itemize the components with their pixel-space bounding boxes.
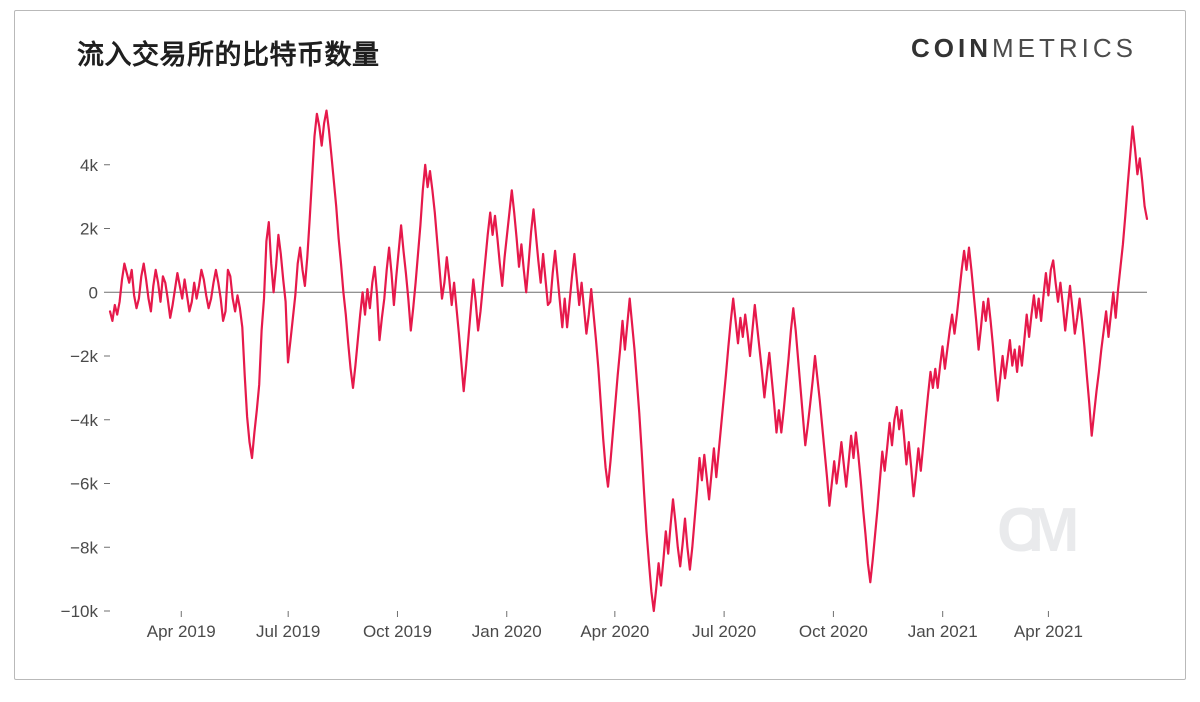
x-tick-label: Apr 2020 bbox=[580, 622, 649, 641]
x-tick-label: Jul 2019 bbox=[256, 622, 320, 641]
brand-bold: COIN bbox=[911, 33, 992, 63]
x-tick-label: Jan 2021 bbox=[908, 622, 978, 641]
x-tick-label: Jul 2020 bbox=[692, 622, 756, 641]
y-tick-label: −8k bbox=[70, 538, 98, 557]
x-tick-label: Jan 2020 bbox=[472, 622, 542, 641]
page-root: 流入交易所的比特币数量 COINMETRICS CM −10k −8k −6k −4k −… bbox=[0, 10, 1200, 702]
x-tick-label: Apr 2019 bbox=[147, 622, 216, 641]
y-tick-label: −2k bbox=[70, 347, 98, 366]
series-line bbox=[110, 111, 1147, 611]
brand-logo: COINMETRICS bbox=[911, 33, 1137, 64]
y-tick-label: −4k bbox=[70, 411, 98, 430]
x-tick-label: Apr 2021 bbox=[1014, 622, 1083, 641]
plot-area: CM −10k −8k −6k −4k −2k 0 2k 4k Apr 2019 Jul 2019 O… bbox=[15, 91, 1185, 669]
chart-title: 流入交易所的比特币数量 bbox=[77, 33, 380, 72]
brand-rest: METRICS bbox=[992, 33, 1137, 63]
y-tick-label: 4k bbox=[80, 156, 98, 175]
y-tick-label: 2k bbox=[80, 220, 98, 239]
x-tick-label: Oct 2020 bbox=[799, 622, 868, 641]
line-chart: CM −10k −8k −6k −4k −2k 0 2k 4k Apr 2019 Jul 2019 O… bbox=[15, 91, 1187, 671]
chart-frame: 流入交易所的比特币数量 COINMETRICS CM −10k −8k −6k −4k −… bbox=[14, 10, 1186, 680]
x-tick-label: Oct 2019 bbox=[363, 622, 432, 641]
y-tick-label: −6k bbox=[70, 475, 98, 494]
y-tick-label: 0 bbox=[89, 283, 98, 302]
y-tick-label: −10k bbox=[61, 602, 99, 621]
watermark: CM bbox=[997, 496, 1076, 565]
